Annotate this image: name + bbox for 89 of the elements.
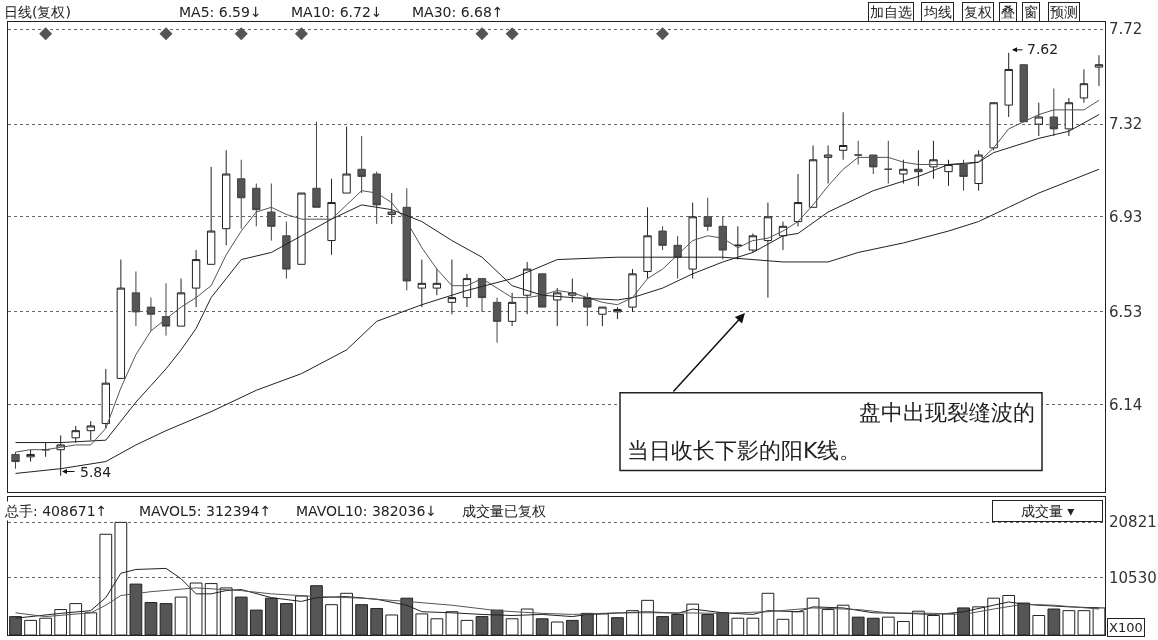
candlestick	[297, 192, 306, 265]
candlestick	[477, 278, 487, 313]
candlestick	[959, 159, 968, 192]
candlestick	[823, 145, 833, 185]
candlestick	[538, 273, 547, 308]
text: 复权	[964, 4, 992, 20]
annotation: 总手: 408671↑	[4, 503, 108, 519]
candlestick	[327, 178, 336, 256]
candlestick	[101, 368, 110, 429]
candlestick	[447, 259, 457, 315]
y-tick-label: 10530	[1109, 569, 1157, 588]
y-tick-label: 7.72	[1109, 20, 1143, 39]
candlestick	[116, 259, 126, 379]
annotation: 当日收长下影的阳K线。	[627, 438, 862, 463]
text: 加自选	[870, 4, 912, 20]
candlestick	[733, 225, 743, 261]
text: MA30: 6.68↑	[412, 4, 504, 20]
candlestick	[914, 149, 923, 187]
candlestick	[522, 261, 532, 315]
candlestick	[1034, 102, 1043, 137]
text: MA5: 6.59↓	[179, 4, 262, 20]
candlestick	[342, 126, 351, 194]
candlestick	[1004, 52, 1013, 118]
candlestick	[899, 159, 908, 185]
candlestick	[267, 183, 276, 242]
annotation: 成交量已复权	[462, 503, 546, 519]
candlestick	[387, 192, 396, 225]
candlestick	[372, 171, 381, 225]
annotation: MAVOL5: 312394↑	[139, 503, 272, 519]
y-tick-label: 6.53	[1109, 303, 1143, 322]
candlestick	[146, 297, 156, 332]
candlestick	[191, 249, 201, 308]
annotation: MAVOL10: 382036↓	[296, 503, 438, 519]
candlestick	[26, 449, 35, 463]
candlestick	[884, 140, 893, 185]
text: 均线	[923, 4, 952, 20]
annotation: 成交量 ▾	[1020, 503, 1075, 519]
candlestick	[553, 287, 562, 327]
candlestick	[492, 297, 502, 344]
text: 预测	[1050, 4, 1078, 20]
annotation: 5.84	[80, 464, 112, 480]
candlestick	[312, 121, 321, 208]
candlestick	[658, 225, 667, 251]
chart-title: 日线(复权)	[4, 4, 71, 20]
text: MA10: 6.72↓	[291, 4, 383, 20]
candlestick	[237, 159, 246, 230]
candlestick	[357, 135, 366, 194]
text: 叠	[1001, 4, 1015, 20]
annotation: 7.62	[1027, 41, 1059, 57]
candlestick	[673, 235, 682, 280]
candlestick	[206, 166, 216, 265]
candlestick	[974, 149, 983, 192]
candlestick	[222, 149, 231, 246]
candlestick	[929, 140, 938, 180]
y-tick-label: 20821	[1109, 513, 1157, 532]
candlestick	[131, 270, 141, 327]
candlestick	[583, 292, 592, 327]
candlestick	[252, 183, 261, 227]
candlestick	[161, 282, 171, 337]
candlestick	[854, 140, 863, 166]
candlestick	[838, 111, 848, 161]
candlestick	[703, 197, 712, 232]
candlestick	[989, 102, 998, 151]
candlestick	[432, 268, 442, 296]
candlestick	[176, 278, 186, 327]
y-tick-label: 6.93	[1109, 208, 1143, 227]
candlestick	[688, 202, 697, 280]
candlestick	[402, 187, 411, 291]
candlestick	[417, 259, 427, 308]
text: X100	[1109, 620, 1143, 635]
y-tick-label: 7.32	[1109, 115, 1143, 134]
candlestick	[718, 216, 727, 261]
candlestick	[763, 202, 773, 299]
candlestick	[1094, 54, 1104, 87]
candlestick	[598, 306, 607, 327]
candlestick	[507, 292, 517, 327]
candlestick	[568, 278, 577, 303]
candlestick	[643, 206, 652, 280]
candlestick	[1079, 68, 1089, 104]
candlestick	[628, 268, 637, 313]
candlestick	[793, 173, 803, 227]
candlestick	[282, 221, 291, 280]
candlestick	[613, 306, 622, 320]
annotation: 盘中出现裂缝波的	[859, 400, 1035, 425]
candlestick	[86, 420, 95, 441]
text: 窗	[1024, 4, 1038, 20]
candlestick	[808, 145, 818, 208]
y-tick-label: 6.14	[1109, 395, 1143, 414]
candlestick	[869, 154, 878, 175]
